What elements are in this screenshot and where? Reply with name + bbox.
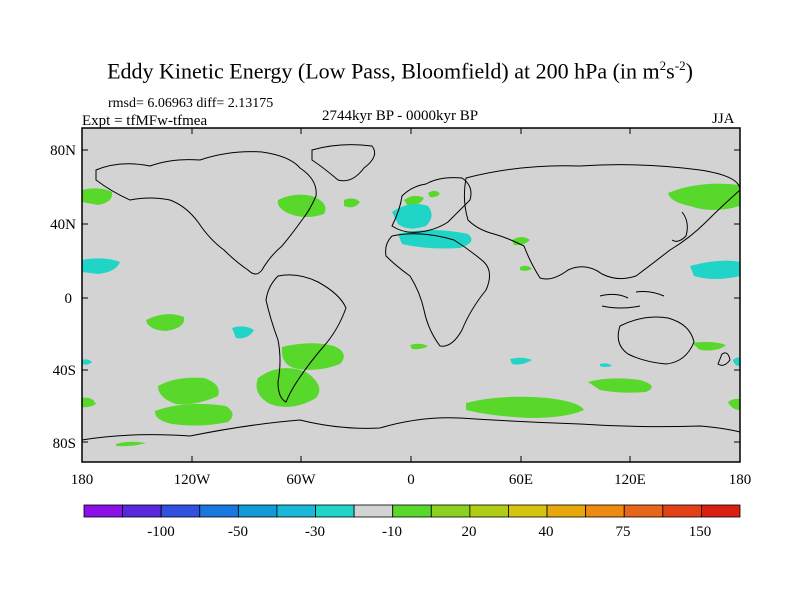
- season-text: JJA: [712, 111, 735, 127]
- patch-cyan: [690, 260, 740, 279]
- patch-green: [154, 403, 233, 426]
- title-main-text: Eddy Kinetic Energy (Low Pass, Bloomfiel…: [107, 58, 660, 84]
- title-unit-exponent-2: -2: [674, 58, 686, 73]
- patch-green: [344, 198, 360, 208]
- coastline-north-america: [95, 151, 317, 275]
- colorbar-label: -100: [147, 524, 175, 540]
- coastline-new-zealand: [717, 352, 731, 366]
- patch-green: [428, 190, 440, 198]
- colorbar-cell: [83, 504, 123, 518]
- coastline-africa: [385, 233, 490, 347]
- period-text: 2744kyr BP - 0000kyr BP: [322, 108, 479, 124]
- patch-green: [82, 397, 96, 408]
- colorbar-cell: [276, 504, 316, 518]
- lon-axis: [81, 128, 631, 462]
- colorbar-cell: [546, 504, 587, 518]
- colorbar-cell: [585, 504, 625, 518]
- coastline-greenland: [311, 144, 376, 182]
- lat-label: 80N: [50, 143, 76, 159]
- colorbar-cell: [701, 504, 741, 518]
- patch-green: [668, 183, 740, 210]
- colorbar-label: -10: [382, 524, 402, 540]
- colorbar-cell: [353, 504, 394, 518]
- coastline-south-america: [265, 274, 347, 403]
- colorbar-cell: [469, 504, 509, 518]
- patch-cyan: [232, 326, 254, 339]
- patch-cyan: [82, 359, 92, 365]
- colorbar-cell: [623, 504, 664, 518]
- patch-green: [116, 441, 146, 447]
- map-title: Eddy Kinetic Energy (Low Pass, Bloomfiel…: [0, 58, 800, 84]
- title-end: ): [685, 58, 693, 84]
- patch-green: [728, 398, 740, 410]
- patch-green: [512, 237, 530, 246]
- lon-label: 180: [729, 472, 752, 488]
- colorbar-cell: [122, 504, 162, 518]
- lon-label: 60W: [286, 472, 316, 488]
- coastline-europe: [391, 177, 472, 233]
- patch-cyan: [733, 357, 740, 366]
- patch-green: [692, 341, 726, 351]
- patch-cyan: [392, 204, 432, 229]
- patch-cyan: [600, 363, 612, 367]
- colorbar: [83, 504, 741, 518]
- lat-label: 80S: [53, 436, 76, 452]
- colorbar-cell: [315, 504, 355, 518]
- colorbar-cell: [392, 504, 432, 518]
- patch-green: [256, 368, 320, 407]
- colorbar-cell: [662, 504, 702, 518]
- patch-green: [520, 265, 532, 271]
- patch-cyan: [398, 230, 472, 249]
- coastline-australia: [617, 316, 695, 365]
- lat-axis: [82, 149, 740, 443]
- colorbar-cell: [199, 504, 239, 518]
- patch-green: [588, 378, 652, 393]
- lat-label: 0: [65, 291, 73, 307]
- coastlines: [81, 144, 741, 441]
- lon-label: 120E: [614, 472, 646, 488]
- coastline-indonesia: [599, 291, 665, 309]
- negative-anomaly-patches: [82, 204, 740, 367]
- lon-label: 0: [407, 472, 415, 488]
- coastline-japan: [671, 211, 688, 242]
- colorbar-cell: [160, 504, 201, 518]
- patch-green: [158, 377, 219, 405]
- colorbar-label: 20: [462, 524, 477, 540]
- lon-label: 180: [71, 472, 94, 488]
- colorbar-label: 75: [616, 524, 631, 540]
- patch-green: [146, 314, 185, 331]
- lon-label: 60E: [509, 472, 533, 488]
- patch-green: [82, 188, 113, 205]
- colorbar-label: 40: [539, 524, 554, 540]
- coastline-asia: [463, 164, 741, 280]
- lon-label: 120W: [174, 472, 212, 488]
- colorbar-label: -30: [305, 524, 325, 540]
- patch-green: [410, 343, 428, 350]
- coastline-antarctica: [81, 417, 741, 441]
- colorbar-cell: [430, 504, 471, 518]
- patch-cyan: [82, 258, 120, 274]
- colorbar-cell: [237, 504, 278, 518]
- lat-label: 40N: [50, 217, 76, 233]
- patch-green: [466, 396, 584, 418]
- colorbar-cell: [508, 504, 548, 518]
- patch-green: [404, 195, 424, 206]
- patch-cyan: [510, 357, 532, 365]
- stats-text: rmsd= 6.06963 diff= 2.13175: [108, 96, 274, 111]
- lat-label: 40S: [53, 363, 76, 379]
- experiment-text: Expt = tfMFw-tfmea: [82, 113, 208, 129]
- colorbar-label: 150: [689, 524, 712, 540]
- title-unit-s: s: [666, 58, 675, 84]
- patch-green: [281, 343, 344, 370]
- colorbar-label: -50: [228, 524, 248, 540]
- title-unit-exponent-1: 2: [659, 58, 667, 73]
